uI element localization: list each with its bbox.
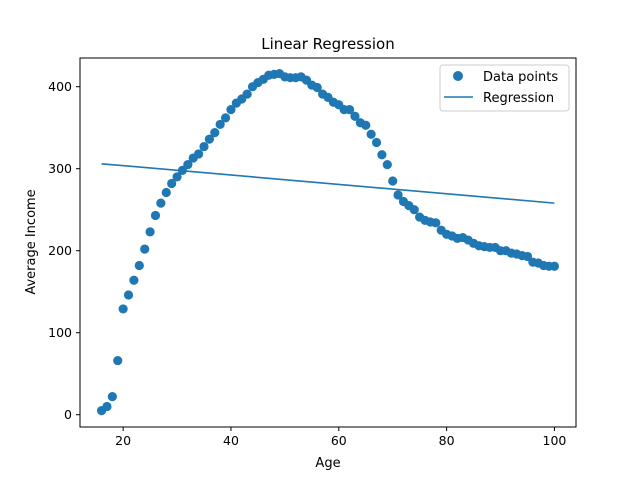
data-point <box>388 176 398 186</box>
legend-label-data-points: Data points <box>483 70 558 85</box>
regression-line <box>101 162 555 204</box>
data-point <box>242 89 252 99</box>
data-point <box>107 392 117 402</box>
plot-area <box>96 68 560 416</box>
data-point <box>194 149 204 159</box>
data-point <box>350 111 360 121</box>
data-point <box>409 205 419 215</box>
data-point <box>361 120 371 130</box>
data-point <box>215 119 225 130</box>
data-point <box>140 244 150 254</box>
data-point <box>377 150 387 160</box>
y-tick-label: 300 <box>48 161 72 176</box>
y-axis-label: Average Income <box>24 189 39 294</box>
x-tick-label: 20 <box>115 433 131 448</box>
data-point <box>150 210 161 221</box>
data-point <box>522 251 533 262</box>
legend-box <box>439 64 570 112</box>
data-point <box>312 82 322 93</box>
data-point <box>199 141 209 152</box>
data-point <box>371 137 382 148</box>
data-point <box>204 134 214 144</box>
legend-label-regression: Regression <box>483 91 554 106</box>
x-tick-label: 60 <box>331 433 347 448</box>
data-point <box>344 105 355 115</box>
legend-marker-data-points <box>453 71 463 81</box>
data-point <box>134 260 144 271</box>
y-axis-ticks: 0 100 200 300 400 <box>48 79 80 422</box>
data-point <box>145 227 155 237</box>
data-point <box>167 178 177 189</box>
data-point <box>129 275 139 285</box>
x-tick-label: 100 <box>543 433 567 448</box>
data-point <box>393 190 403 200</box>
data-point <box>210 128 220 138</box>
chart-title: Linear Regression <box>261 35 394 53</box>
data-point <box>220 113 231 123</box>
data-point <box>161 187 171 198</box>
x-tick-label: 80 <box>439 433 455 448</box>
data-point <box>183 160 193 170</box>
x-axis-ticks: 20 40 60 80 100 <box>115 427 566 448</box>
y-tick-label: 0 <box>64 407 72 422</box>
x-axis-label: Age <box>315 456 340 471</box>
data-point <box>382 160 392 170</box>
data-point <box>102 401 112 412</box>
data-point <box>118 304 128 314</box>
data-point <box>431 218 441 228</box>
legend: Data points Regression <box>439 64 570 112</box>
data-point <box>549 261 560 271</box>
data-point <box>366 129 376 139</box>
y-tick-label: 200 <box>48 243 72 258</box>
data-point <box>172 172 182 182</box>
axes-frame <box>79 57 577 428</box>
data-point <box>113 355 123 366</box>
data-point <box>226 105 236 115</box>
data-point <box>123 290 134 300</box>
scatter-points <box>96 68 560 416</box>
x-tick-label: 40 <box>223 433 239 448</box>
y-tick-label: 100 <box>48 325 72 340</box>
data-point <box>156 198 166 208</box>
y-tick-label: 400 <box>48 79 72 94</box>
regression-line-group <box>101 162 555 204</box>
